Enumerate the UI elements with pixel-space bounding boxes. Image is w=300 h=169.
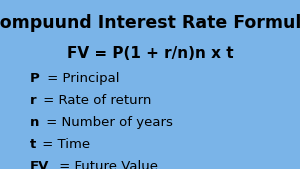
Text: n: n bbox=[30, 116, 39, 129]
Text: = Principal: = Principal bbox=[43, 72, 119, 85]
Text: P: P bbox=[30, 72, 40, 85]
Text: FV = P(1 + r/n)n x t: FV = P(1 + r/n)n x t bbox=[67, 46, 233, 61]
Text: = Future Value: = Future Value bbox=[55, 160, 158, 169]
Text: = Time: = Time bbox=[38, 138, 90, 151]
Text: r: r bbox=[30, 94, 37, 107]
Text: FV: FV bbox=[30, 160, 50, 169]
Text: t: t bbox=[30, 138, 36, 151]
Text: = Number of years: = Number of years bbox=[42, 116, 173, 129]
Text: Compuund Interest Rate Formula: Compuund Interest Rate Formula bbox=[0, 14, 300, 32]
Text: = Rate of return: = Rate of return bbox=[38, 94, 151, 107]
